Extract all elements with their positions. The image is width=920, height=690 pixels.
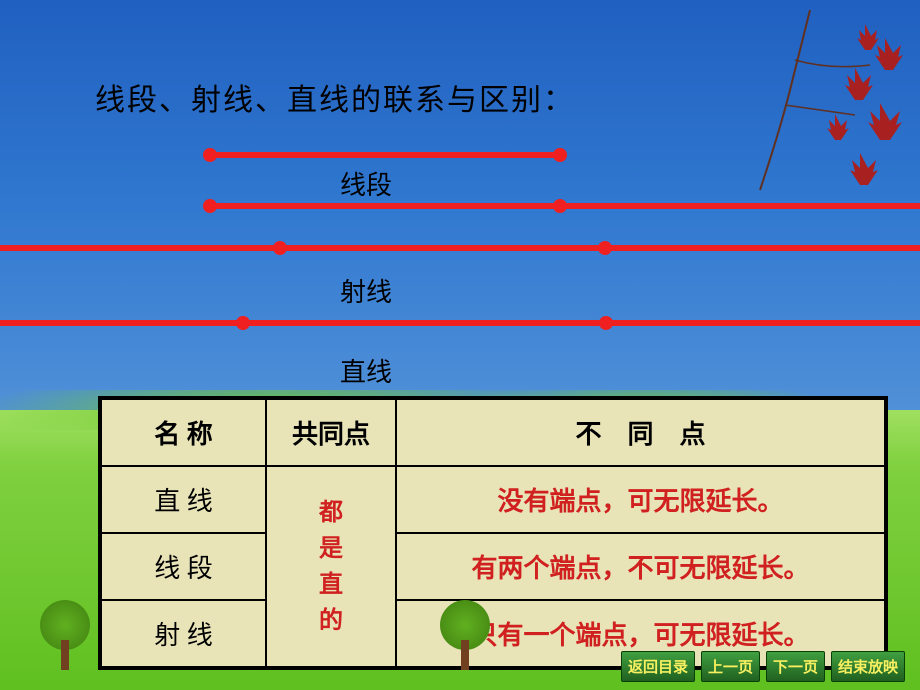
row-name: 线 段: [101, 533, 266, 600]
header-name: 名 称: [101, 399, 266, 466]
straight-point: [599, 316, 613, 330]
straight-label: 直线: [340, 352, 392, 389]
next-page-button[interactable]: 下一页: [766, 651, 825, 682]
tree-decoration: [440, 590, 490, 670]
back-to-contents-button[interactable]: 返回目录: [621, 651, 695, 682]
segment-label: 线段: [340, 165, 392, 202]
ray-label: 射线: [340, 272, 392, 309]
header-diff: 不 同 点: [396, 399, 885, 466]
segment-line-1: [210, 152, 560, 158]
segment-endpoint: [553, 199, 567, 213]
row-diff: 没有端点，可无限延长。: [396, 466, 885, 533]
nav-button-bar: 返回目录 上一页 下一页 结束放映: [621, 651, 905, 682]
tree-decoration: [40, 590, 90, 670]
ray-endpoint: [273, 241, 287, 255]
header-common: 共同点: [266, 399, 396, 466]
common-text: 都是直的: [277, 495, 385, 639]
row-name: 直 线: [101, 466, 266, 533]
ray-line: [0, 245, 920, 251]
slide-title: 线段、射线、直线的联系与区别：: [95, 75, 575, 119]
segment-endpoint: [553, 148, 567, 162]
maple-decoration: [710, 10, 910, 230]
table-header-row: 名 称 共同点 不 同 点: [101, 399, 885, 466]
prev-page-button[interactable]: 上一页: [701, 651, 760, 682]
row-name: 射 线: [101, 600, 266, 667]
straight-point: [236, 316, 250, 330]
table-row: 线 段 有两个端点，不可无限延长。: [101, 533, 885, 600]
common-cell: 都是直的: [266, 466, 396, 667]
table-row: 直 线 都是直的 没有端点，可无限延长。: [101, 466, 885, 533]
straight-line: [0, 320, 920, 326]
segment-endpoint: [203, 148, 217, 162]
comparison-table: 名 称 共同点 不 同 点 直 线 都是直的 没有端点，可无限延长。 线 段 有…: [98, 396, 888, 670]
ray-endpoint: [598, 241, 612, 255]
end-show-button[interactable]: 结束放映: [831, 651, 905, 682]
segment-endpoint: [203, 199, 217, 213]
